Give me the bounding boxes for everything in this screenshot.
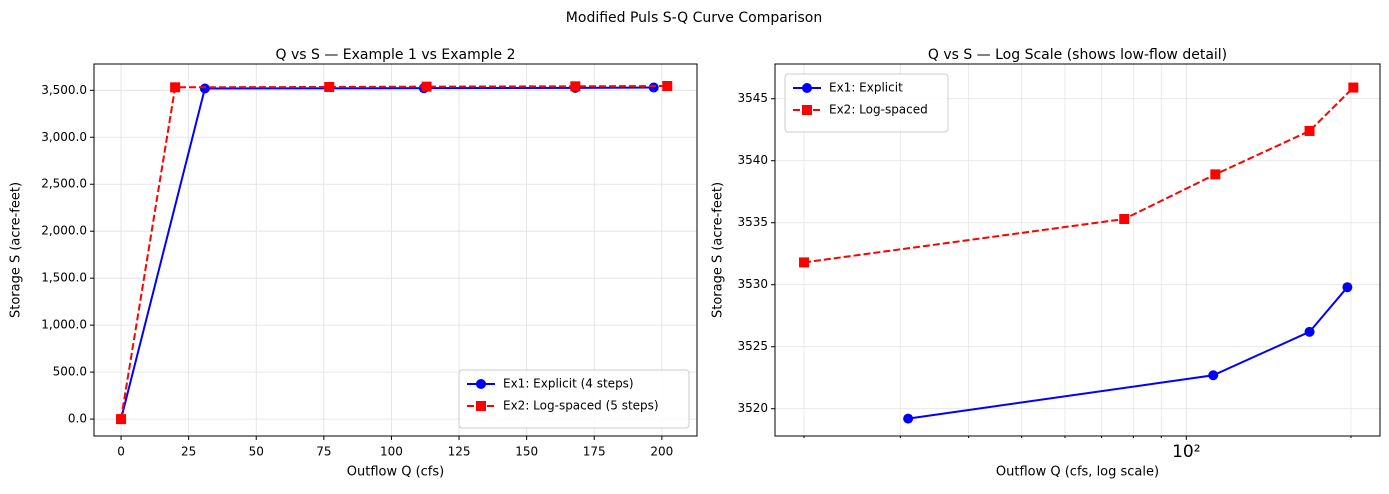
axes-frame — [774, 63, 1381, 437]
x-axis-label: Outflow Q (cfs) — [347, 465, 444, 480]
marker — [662, 80, 673, 91]
y-tick-label: 1,500.0 — [41, 271, 87, 285]
x-tick-label: 25 — [181, 445, 196, 459]
marker — [421, 81, 432, 92]
series-line — [120, 84, 668, 420]
x-tick-label: 75 — [316, 445, 331, 459]
x-tick-label: 100 — [380, 445, 403, 459]
y-tick-label: 500.0 — [53, 365, 87, 379]
legend-box — [784, 73, 949, 133]
marker — [1342, 282, 1353, 293]
x-tick-label: 200 — [650, 445, 673, 459]
x-tick-label: 150 — [515, 445, 538, 459]
series-line — [907, 286, 1349, 420]
marker — [1208, 370, 1219, 381]
figure-title: Modified Puls S-Q Curve Comparison — [566, 10, 822, 26]
marker — [170, 82, 181, 93]
marker — [570, 81, 581, 92]
y-tick-label: 1,000.0 — [41, 318, 87, 332]
marker — [116, 414, 127, 425]
x-tick-label: 50 — [249, 445, 264, 459]
y-tick-label: 3545 — [737, 91, 768, 105]
legend-label: Ex2: Log-spaced (5 steps) — [503, 399, 659, 413]
y-tick-label: 3,500.0 — [41, 83, 87, 97]
legend-label: Ex1: Explicit — [829, 81, 903, 95]
marker — [1210, 169, 1221, 180]
x-tick-label: 175 — [583, 445, 606, 459]
x-axis-label: Outflow Q (cfs, log scale) — [996, 465, 1159, 480]
legend-label: Ex1: Explicit (4 steps) — [503, 377, 634, 391]
legend-marker — [802, 83, 812, 93]
marker — [199, 83, 210, 94]
legend-marker — [476, 379, 486, 389]
axes-title: Q vs S — Example 1 vs Example 2 — [276, 47, 516, 63]
y-tick-label: 0.0 — [68, 412, 87, 426]
y-tick-label: 3525 — [737, 339, 768, 353]
plot-area — [799, 82, 1359, 424]
marker — [903, 413, 914, 424]
y-tick-label: 3535 — [737, 215, 768, 229]
axes-title: Q vs S — Log Scale (shows low-flow detai… — [928, 47, 1227, 63]
marker — [648, 82, 659, 93]
y-tick-label: 3540 — [737, 153, 768, 167]
y-axis-label: Storage S (acre-feet) — [711, 182, 726, 318]
marker — [1348, 82, 1359, 93]
legend-marker — [802, 105, 812, 115]
x-tick-label: 10² — [1172, 442, 1200, 462]
marker — [1119, 214, 1130, 224]
legend-marker — [476, 401, 486, 411]
y-tick-label: 2,500.0 — [41, 177, 87, 191]
plot-area — [116, 80, 673, 425]
marker — [799, 257, 810, 268]
axes-frame — [93, 63, 698, 437]
y-tick-label: 3,000.0 — [41, 130, 87, 144]
legend-box — [458, 369, 690, 429]
y-axis-label: Storage S (acre-feet) — [9, 182, 24, 318]
legend-label: Ex2: Log-spaced — [829, 103, 928, 117]
y-tick-label: 2,000.0 — [41, 224, 87, 238]
marker — [324, 81, 335, 92]
x-tick-label: 0 — [117, 445, 125, 459]
marker — [1304, 326, 1315, 337]
y-tick-label: 3520 — [737, 401, 768, 415]
x-tick-label: 125 — [448, 445, 471, 459]
marker — [1304, 125, 1315, 136]
y-tick-label: 3530 — [737, 277, 768, 291]
